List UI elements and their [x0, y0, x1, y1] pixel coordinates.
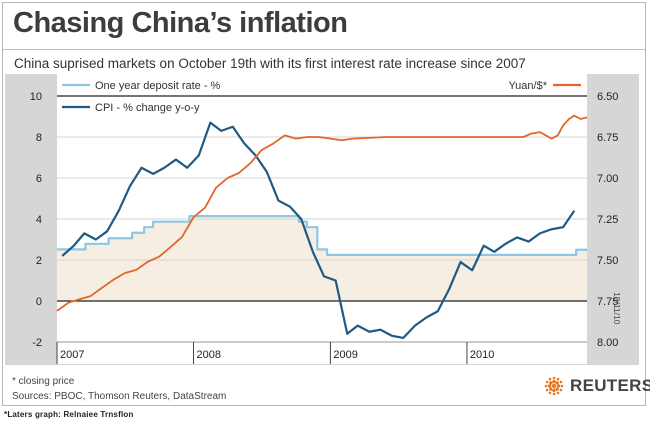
chart-panel: -2 0 2 4 6 8 10 6.50 6.75 7.00 7.25 7.50 7.75 8.00 200…: [5, 74, 639, 365]
chart-subtitle: China suprised markets on October 19th w…: [14, 56, 526, 71]
x-tick-label: 2007: [60, 349, 84, 361]
date-stamp: 18/11/10: [612, 292, 622, 325]
deposit-rate-area: [57, 216, 587, 301]
reuters-dot: [556, 391, 560, 395]
reuters-dot: [560, 384, 564, 388]
reuters-dot: [555, 381, 559, 385]
reuters-dot: [551, 383, 557, 389]
y-left-tick-label: 2: [36, 255, 42, 267]
chart-title: Chasing China’s inflation: [13, 7, 348, 39]
reuters-dot: [549, 387, 553, 391]
closing-price-note: * closing price: [12, 376, 75, 387]
y-left-tick-label: -2: [32, 337, 42, 349]
reuters-dot: [549, 381, 553, 385]
y-left-tick-label: 4: [36, 214, 42, 226]
y-right-tick-label: 7.75: [597, 296, 618, 308]
reuters-dot: [547, 384, 552, 388]
title-divider: [3, 49, 645, 50]
series-lines: [56, 114, 588, 339]
x-tick-label: 2010: [470, 349, 494, 361]
reuters-dot: [555, 387, 559, 391]
sources-note: Sources: PBOC, Thomson Reuters, DataStre…: [12, 391, 227, 402]
gridlines: [56, 95, 587, 364]
image-caption: *Laters graph: Relnaiee Trnsflon: [4, 410, 134, 419]
y-right-tick-label: 7.00: [597, 173, 618, 185]
legend: One year deposit rate - % CPI - % change …: [62, 80, 581, 114]
y-right-tick-label: 7.25: [597, 214, 618, 226]
x-tick-label: 2008: [197, 349, 221, 361]
yuan-line: [56, 114, 588, 312]
reuters-dot: [552, 379, 556, 384]
y-left-tick-label: 8: [36, 132, 42, 144]
reuters-dot: [559, 388, 563, 392]
y-right-tick-label: 7.50: [597, 255, 618, 267]
x-tick-label: 2009: [333, 349, 357, 361]
reuters-dot: [556, 377, 560, 381]
y-right-tick-label: 6.75: [597, 132, 618, 144]
cpi-line: [61, 121, 576, 339]
deposit-rate-fill: [57, 216, 587, 301]
reuters-dot: [559, 380, 563, 384]
y-left-tick-label: 6: [36, 173, 42, 185]
tick-labels: -2 0 2 4 6 8 10 6.50 6.75 7.00 7.25 7.50 7.75 8.00 200…: [30, 91, 619, 361]
reuters-dot: [548, 377, 552, 381]
y-left-tick-label: 0: [36, 296, 42, 308]
legend-label-cpi: CPI - % change y-o-y: [95, 102, 200, 114]
reuters-dot: [552, 392, 556, 396]
deposit-rate-line: [57, 215, 587, 256]
reuters-dot: [544, 384, 548, 388]
legend-label-deposit: One year deposit rate - %: [95, 80, 221, 92]
reuters-dot: [552, 388, 556, 393]
y-right-tick-label: 8.00: [597, 337, 618, 349]
line-chart: -2 0 2 4 6 8 10 6.50 6.75 7.00 7.25 7.50 7.75 8.00 200…: [30, 74, 619, 364]
reuters-dot: [545, 380, 549, 384]
reuters-logo: REUTERS: [543, 374, 650, 398]
reuters-dot: [548, 391, 552, 395]
y-right-tick-label: 6.50: [597, 91, 618, 103]
reuters-dot-icon: [544, 376, 564, 396]
legend-label-yuan: Yuan/$*: [508, 80, 547, 92]
reuters-dot: [552, 376, 556, 380]
reuters-dot: [556, 384, 561, 388]
y-left-tick-label: 10: [30, 91, 42, 103]
reuters-dot: [545, 388, 549, 392]
reuters-wordmark: REUTERS: [570, 376, 650, 395]
